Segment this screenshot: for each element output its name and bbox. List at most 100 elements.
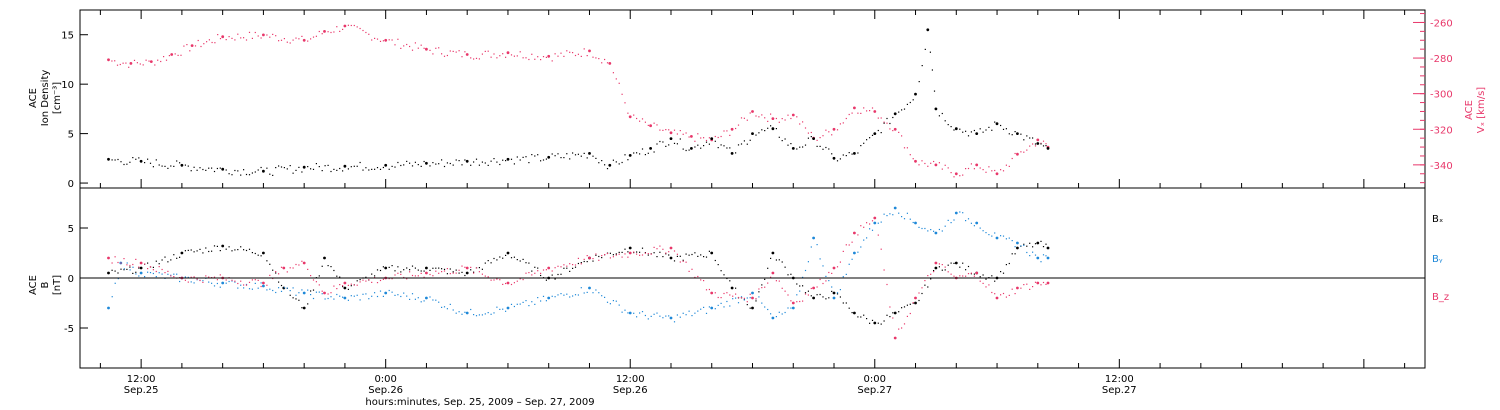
bx-dot — [417, 269, 419, 271]
bz-dot — [886, 283, 888, 286]
vx-dot — [816, 139, 818, 141]
by-dot — [458, 311, 460, 313]
bx-dot — [1040, 240, 1042, 242]
bz-dot — [775, 280, 777, 282]
density-dot — [799, 146, 801, 148]
bz-dot — [787, 294, 789, 296]
bx-dot — [484, 262, 486, 264]
density-dot — [770, 125, 772, 127]
bx-dot — [973, 273, 975, 275]
by-dot — [950, 222, 952, 224]
by-point — [812, 236, 815, 240]
vx-dot — [174, 53, 176, 55]
bz-point — [853, 231, 856, 235]
bz-dot — [851, 241, 853, 243]
by-dot — [411, 293, 414, 295]
density-dot — [537, 154, 539, 156]
bz-dot — [831, 272, 833, 274]
bx-dot — [662, 256, 664, 258]
density-dot — [886, 117, 888, 120]
vx-dot — [804, 127, 807, 129]
bz-dot — [918, 292, 920, 294]
vx-dot — [211, 41, 213, 44]
density-dot — [749, 139, 751, 141]
x-tick-time-label: 12:00 — [127, 374, 156, 385]
bx-dot — [516, 259, 518, 261]
bz-dot — [930, 273, 932, 275]
density-point — [771, 127, 775, 131]
density-dot — [656, 143, 658, 145]
by-dot — [737, 302, 740, 304]
vx-dot — [330, 31, 332, 34]
by-dot — [280, 290, 283, 292]
by-dot — [560, 293, 562, 295]
vx-point — [995, 172, 999, 176]
bz-dot — [423, 276, 425, 278]
bz-dot — [1042, 281, 1045, 284]
bz-point — [323, 291, 326, 295]
by-dot — [577, 294, 579, 296]
by-dot — [886, 215, 888, 217]
by-dot — [129, 269, 131, 271]
density-point — [1016, 132, 1019, 136]
by-dot — [432, 299, 434, 301]
vx-dot — [659, 129, 661, 131]
vx-dot — [114, 60, 116, 62]
bx-dot — [423, 270, 425, 272]
vx-dot — [493, 53, 495, 55]
bz-dot — [391, 278, 393, 280]
vx-dot — [391, 39, 393, 41]
by-dot — [845, 273, 847, 275]
vx-dot — [970, 163, 972, 165]
bx-point — [384, 266, 388, 270]
bx-dot — [665, 253, 667, 255]
vx-dot — [906, 147, 908, 149]
bz-dot — [560, 266, 562, 268]
bz-dot — [618, 253, 620, 255]
bottom-plot-area — [107, 206, 1050, 340]
bz-dot — [132, 263, 134, 266]
bz-dot — [528, 272, 530, 274]
bx-dot — [994, 280, 996, 282]
bz-dot — [839, 261, 841, 263]
bx-dot — [804, 292, 807, 294]
by-dot — [883, 213, 885, 215]
vx-dot — [219, 38, 222, 40]
bz-dot — [240, 280, 242, 282]
bz-dot — [310, 275, 312, 277]
vx-dot — [339, 30, 341, 32]
vx-dot — [528, 58, 530, 61]
density-dot — [775, 128, 777, 130]
by-dot — [446, 308, 448, 310]
density-dot — [723, 145, 725, 147]
by-dot — [470, 308, 472, 311]
density-dot — [755, 134, 757, 136]
by-dot — [586, 291, 588, 293]
vx-dot — [513, 55, 515, 57]
bx-dot — [903, 306, 906, 308]
vx-dot — [136, 62, 138, 64]
bz-dot — [519, 278, 521, 280]
bx-dot — [909, 303, 911, 305]
bx-dot — [243, 249, 245, 251]
bx-dot — [807, 290, 809, 292]
vx-dot — [362, 29, 364, 32]
top-left-ylabel: ACE Ion Density [cm⁻³] — [28, 70, 63, 127]
by-dot — [423, 300, 425, 302]
vx-dot — [168, 55, 170, 57]
by-dot — [307, 289, 309, 291]
bz-dot — [650, 253, 652, 255]
bx-dot — [979, 276, 981, 278]
bz-dot — [406, 278, 408, 280]
by-dot — [449, 303, 451, 305]
bx-point — [262, 251, 265, 255]
density-dot — [758, 132, 760, 134]
vx-dot — [714, 135, 716, 138]
by-dot — [502, 308, 504, 310]
vx-dot — [307, 40, 309, 42]
by-dot — [417, 297, 419, 299]
by-dot — [994, 232, 996, 234]
density-dot — [449, 162, 451, 165]
by-dot — [301, 289, 303, 291]
bz-dot — [184, 279, 186, 281]
